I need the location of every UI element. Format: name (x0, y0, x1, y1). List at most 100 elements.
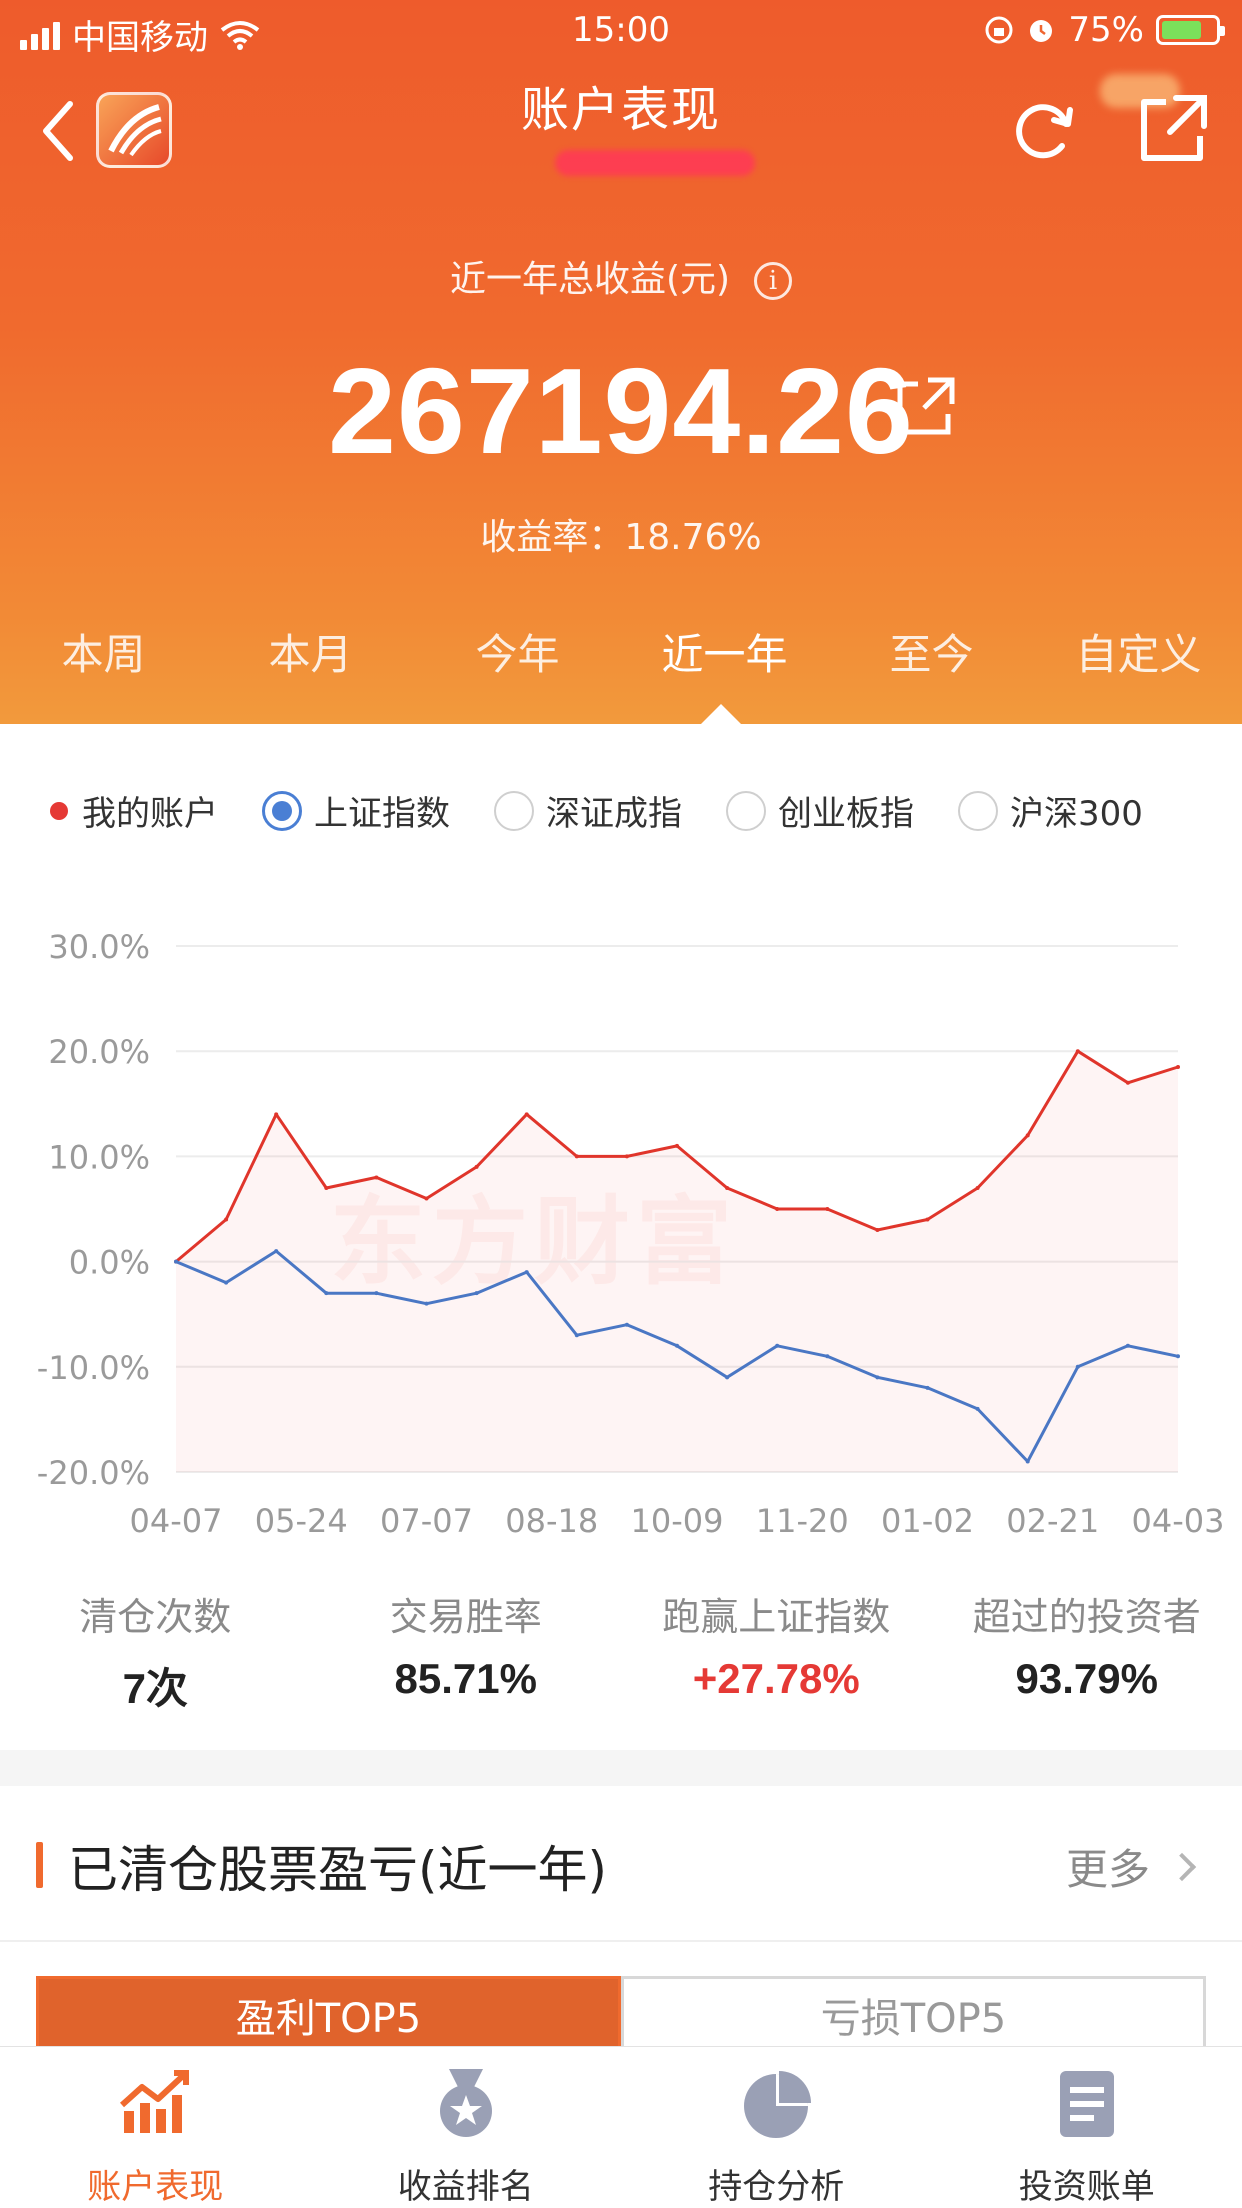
return-rate: 收益率：18.76% (0, 508, 1242, 560)
data-point (374, 1291, 379, 1296)
tab-loss-top5[interactable]: 亏损TOP5 (621, 1976, 1206, 2056)
legend-sse-radio[interactable]: 上证指数 (262, 786, 450, 835)
data-point (524, 1270, 529, 1275)
data-point (675, 1143, 679, 1148)
data-point (1025, 1133, 1030, 1138)
export-icon[interactable] (894, 374, 958, 438)
share-button[interactable] (1136, 92, 1210, 166)
nav-bar: 账户表现 (0, 70, 1242, 190)
data-point (1176, 1354, 1180, 1359)
stat-label: 跑赢上证指数 (662, 1595, 891, 1639)
wifi-icon (220, 20, 260, 50)
x-tick-label: 10-09 (631, 1502, 724, 1540)
redacted-badge (1100, 74, 1180, 108)
section-title: 已清仓股票盈亏(近一年) (68, 1841, 608, 1899)
profit-loss-tabs: 盈利TOP5 亏损TOP5 (36, 1976, 1206, 2056)
bottom-tab-ranking[interactable]: 收益排名 (311, 2047, 622, 2208)
y-tick-label: -20.0% (37, 1454, 150, 1492)
data-point (725, 1375, 730, 1380)
total-profit-number: 267194.26 (328, 343, 914, 479)
x-tick-label: 07-07 (380, 1502, 473, 1540)
series-area-1 (176, 1051, 1178, 1472)
stat-value: 7次 (122, 1665, 188, 1712)
period-tabs: 本周 本月 今年 近一年 至今 自定义 (0, 620, 1242, 700)
data-point (274, 1249, 279, 1254)
tab-this-year[interactable]: 今年 (475, 630, 560, 679)
chevron-right-icon (1167, 1852, 1197, 1881)
bottom-tab-holdings[interactable]: 持仓分析 (621, 2047, 932, 2208)
app-logo-icon (108, 104, 162, 157)
bottom-tab-label: 收益排名 (397, 2167, 534, 2207)
tab-profit-top5[interactable]: 盈利TOP5 (36, 1976, 621, 2056)
data-point (925, 1385, 930, 1390)
battery-icon (1156, 15, 1225, 45)
tab-custom[interactable]: 自定义 (1075, 630, 1202, 679)
stat-value: +27.78% (692, 1655, 860, 1702)
more-link[interactable]: 更多 (1066, 1836, 1197, 1897)
data-point (224, 1280, 229, 1285)
legend-szse-radio[interactable]: 深证成指 (494, 786, 682, 835)
chart-legend: 我的账户 上证指数 深证成指 创业板指 沪深300 (50, 786, 1143, 835)
tab-this-week[interactable]: 本周 (61, 630, 146, 679)
stats-row: 清仓次数 7次 交易胜率 85.71% 跑赢上证指数 +27.78% 超过的投资… (0, 1586, 1242, 1716)
legend-sse-label: 上证指数 (314, 794, 450, 834)
bottom-tab-account[interactable]: 账户表现 (0, 2047, 311, 2208)
legend-chinext-radio[interactable]: 创业板指 (726, 786, 914, 835)
performance-chart-card: 我的账户 上证指数 深证成指 创业板指 沪深300 东方财富 30.0%20.0… (0, 724, 1242, 1750)
data-point (374, 1175, 379, 1180)
total-profit-value: 267194.26 (0, 340, 1242, 482)
redacted-account-name (555, 150, 755, 176)
tab-this-month[interactable]: 本月 (268, 630, 353, 679)
back-button[interactable] (38, 96, 78, 166)
legend-hs300-label: 沪深300 (1010, 794, 1143, 834)
chart-trend-icon (120, 2070, 190, 2133)
data-point (1125, 1080, 1130, 1085)
y-tick-label: 10.0% (48, 1138, 150, 1176)
stat-label: 交易胜率 (389, 1595, 542, 1639)
tab-last-year[interactable]: 近一年 (661, 630, 788, 679)
data-point (574, 1154, 579, 1159)
red-dot-icon (50, 801, 68, 820)
tab-to-date[interactable]: 至今 (889, 630, 974, 679)
y-tick-label: -10.0% (37, 1349, 150, 1387)
stat-win-rate: 交易胜率 85.71% (311, 1586, 622, 1716)
data-point (675, 1343, 679, 1348)
data-point (925, 1217, 930, 1222)
refresh-button[interactable] (1008, 94, 1078, 164)
x-tick-label: 11-20 (756, 1502, 849, 1540)
divider (0, 1940, 1242, 1942)
info-icon[interactable]: i (754, 262, 793, 300)
x-tick-label: 08-18 (505, 1502, 598, 1540)
data-point (1125, 1343, 1130, 1348)
data-point (574, 1333, 579, 1338)
return-rate-value: 18.76% (624, 517, 762, 558)
radio-unchecked-icon (726, 790, 766, 831)
data-point (424, 1301, 429, 1306)
alarm-icon (1030, 20, 1053, 42)
stat-value: 85.71% (394, 1655, 537, 1702)
data-point (725, 1185, 730, 1190)
data-point (1176, 1064, 1180, 1069)
legend-hs300-radio[interactable]: 沪深300 (958, 786, 1143, 835)
x-tick-label: 01-02 (881, 1502, 974, 1540)
data-point (775, 1207, 780, 1211)
data-point (1075, 1049, 1080, 1054)
bottom-tab-bar: 账户表现 收益排名 持仓分析 投资账单 (0, 2046, 1242, 2208)
data-point (324, 1291, 329, 1296)
data-point (474, 1164, 479, 1169)
line-chart: 30.0% 20.0% 10.0% 0.0% -10.0% -20.0% 04-07 05-2… (37, 928, 1225, 1540)
data-point (424, 1196, 429, 1201)
radio-checked-icon (262, 790, 302, 831)
data-point (274, 1112, 279, 1117)
bottom-tab-statement[interactable]: 投资账单 (932, 2047, 1242, 2208)
total-profit-label-text: 近一年总收益(元) (449, 259, 731, 300)
x-tick-label: 04-07 (130, 1502, 223, 1540)
radio-unchecked-icon (958, 790, 998, 831)
data-point (324, 1185, 329, 1190)
stat-value: 93.79% (1015, 1655, 1158, 1702)
data-point (875, 1228, 880, 1233)
legend-my-account-label: 我的账户 (82, 794, 218, 834)
battery-percent: 75% (1068, 10, 1144, 50)
legend-chinext-label: 创业板指 (778, 794, 914, 834)
stat-label: 超过的投资者 (972, 1595, 1201, 1639)
